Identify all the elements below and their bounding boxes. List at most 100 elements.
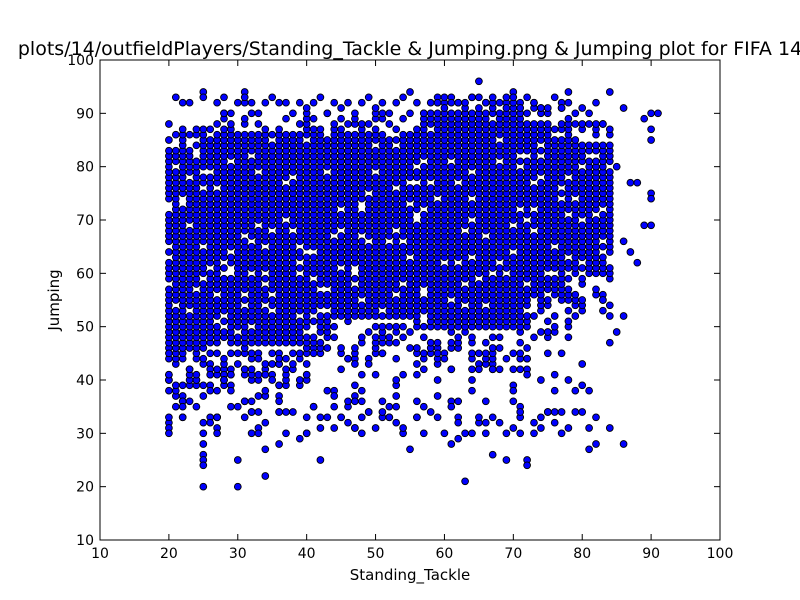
points-layer <box>165 77 662 491</box>
scatter-point <box>543 274 552 283</box>
scatter-point <box>488 120 497 128</box>
scatter-point <box>481 98 490 107</box>
scatter-point <box>481 397 490 406</box>
scatter-point <box>171 93 180 102</box>
scatter-point <box>261 370 270 379</box>
scatter-point <box>302 413 311 422</box>
scatter-point <box>392 189 401 198</box>
scatter-point <box>475 280 483 288</box>
scatter-point <box>564 306 573 315</box>
scatter-point <box>323 386 332 395</box>
scatter-point <box>220 317 228 326</box>
scatter-point <box>351 344 359 352</box>
scatter-point <box>447 402 456 411</box>
scatter-point <box>261 386 270 395</box>
scatter-point <box>385 120 394 128</box>
scatter-point <box>323 413 332 422</box>
scatter-point <box>433 338 442 347</box>
scatter-point <box>247 98 256 107</box>
scatter-point <box>364 328 373 336</box>
scatter-point <box>351 130 359 139</box>
scatter-point <box>440 429 449 438</box>
scatter-point <box>619 440 628 448</box>
scatter-point <box>171 381 180 390</box>
scatter-point <box>185 226 194 235</box>
scatter-point <box>165 386 173 395</box>
scatter-point <box>516 365 525 374</box>
scatter-point <box>357 386 366 395</box>
scatter-point <box>426 109 435 118</box>
scatter-point <box>564 285 573 294</box>
x-tick-label: 100 <box>707 546 734 562</box>
scatter-point <box>302 253 311 262</box>
scatter-point <box>571 136 580 144</box>
x-axis-label: Standing_Tackle <box>350 566 471 585</box>
scatter-point <box>571 290 580 299</box>
scatter-point <box>440 104 449 112</box>
scatter-point <box>406 184 414 192</box>
scatter-point <box>550 418 559 427</box>
scatter-point <box>385 402 394 411</box>
y-tick-label: 30 <box>76 426 94 442</box>
scatter-point <box>171 402 180 411</box>
scatter-point <box>233 360 242 368</box>
scatter-point <box>199 418 208 427</box>
scatter-point <box>289 408 297 416</box>
scatter-point <box>481 338 490 347</box>
scatter-point <box>537 424 545 432</box>
scatter-point <box>282 429 290 438</box>
scatter-point <box>357 333 366 342</box>
scatter-point <box>254 408 263 416</box>
scatter-point <box>220 328 228 336</box>
scatter-point <box>419 162 428 171</box>
scatter-point <box>426 98 435 107</box>
scatter-point <box>413 98 421 107</box>
scatter-point <box>227 274 235 283</box>
scatter-point <box>261 306 270 315</box>
scatter-point <box>557 189 566 198</box>
scatter-point <box>371 322 380 331</box>
scatter-point <box>488 365 497 374</box>
scatter-point <box>378 109 387 118</box>
scatter-point <box>357 429 366 438</box>
scatter-point <box>178 205 187 214</box>
scatter-point <box>309 402 318 411</box>
scatter-point <box>509 253 518 262</box>
scatter-point <box>199 381 208 390</box>
scatter-point <box>419 210 428 219</box>
scatter-point <box>557 120 566 128</box>
x-tick-label: 90 <box>642 546 660 562</box>
scatter-point <box>357 301 366 310</box>
scatter-point <box>426 408 435 416</box>
scatter-point <box>178 381 187 390</box>
scatter-point <box>392 136 401 144</box>
scatter-point <box>316 312 325 320</box>
scatter-point <box>295 130 304 139</box>
scatter-point <box>447 98 456 107</box>
scatter-point <box>530 232 538 240</box>
scatter-point <box>178 125 187 134</box>
scatter-point <box>468 200 476 208</box>
scatter-point <box>302 360 311 368</box>
scatter-point <box>199 440 208 448</box>
scatter-point <box>557 349 566 358</box>
scatter-point <box>275 381 283 390</box>
scatter-point <box>647 221 655 230</box>
scatter-point <box>564 376 573 384</box>
scatter-point <box>543 328 552 336</box>
scatter-point <box>530 98 538 107</box>
scatter-point <box>213 120 221 128</box>
scatter-point <box>571 408 580 416</box>
scatter-point <box>213 429 221 438</box>
scatter-point <box>233 333 242 342</box>
scatter-point <box>488 344 497 352</box>
scatter-point <box>523 354 531 363</box>
scatter-point <box>502 93 511 102</box>
scatter-point <box>233 98 242 107</box>
scatter-point <box>344 130 352 139</box>
scatter-point <box>261 472 270 480</box>
scatter-point <box>599 253 607 262</box>
scatter-point <box>337 104 345 112</box>
scatter-point <box>289 232 297 240</box>
scatter-point <box>275 397 283 406</box>
